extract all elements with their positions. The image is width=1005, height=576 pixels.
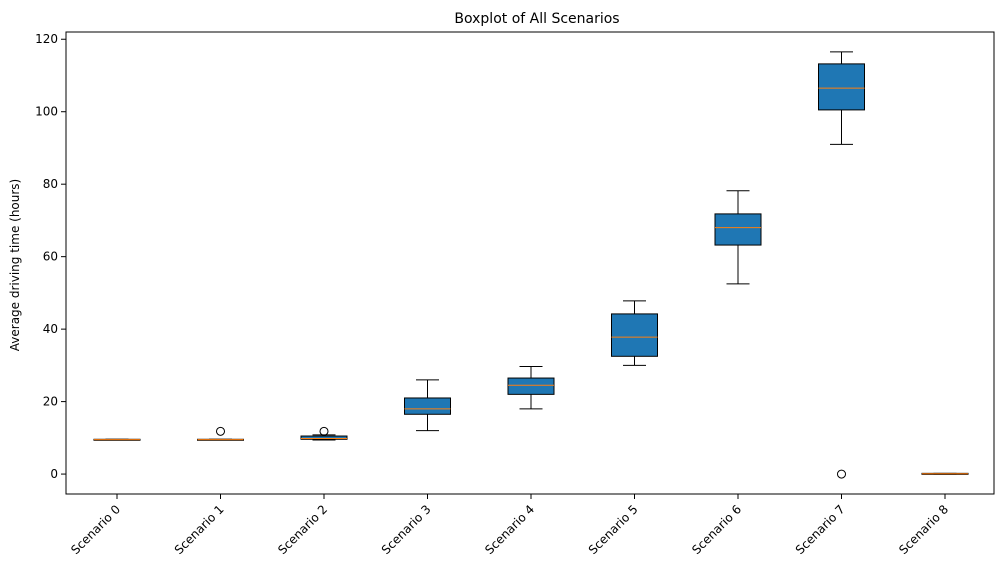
chart-title: Boxplot of All Scenarios <box>454 11 619 27</box>
box-iqr <box>611 313 658 357</box>
x-tick-label: Scenario 0 <box>68 502 123 557</box>
y-tick-label: 60 <box>43 250 58 264</box>
x-tick-label: Scenario 2 <box>275 502 330 557</box>
y-tick-label: 20 <box>43 395 58 409</box>
y-tick-label: 120 <box>35 32 58 46</box>
y-tick-label: 40 <box>43 322 58 336</box>
plot-frame <box>65 31 995 495</box>
x-tick-label: Scenario 3 <box>379 502 434 557</box>
x-tick-label: Scenario 6 <box>689 502 744 557</box>
y-tick-label: 0 <box>50 467 58 481</box>
x-tick-label: Scenario 8 <box>896 502 951 557</box>
y-tick-label: 80 <box>43 177 58 191</box>
box-iqr <box>300 435 348 440</box>
y-tick-label: 100 <box>35 105 58 119</box>
box-iqr <box>714 213 762 246</box>
x-tick-label: Scenario 7 <box>793 502 848 557</box>
plot-marks: 0 20 40 60 80 100 120 Scenario 0 Scenario 1 Scena… <box>35 32 969 557</box>
box-iqr <box>507 377 555 395</box>
box-iqr <box>818 63 865 111</box>
outlier-point <box>216 426 225 436</box>
x-tick-label: Scenario 4 <box>482 502 537 557</box>
outlier-point <box>837 469 846 479</box>
x-tick-label: Scenario 5 <box>586 502 641 557</box>
y-axis-label: Average driving time (hours) <box>8 179 22 351</box>
x-tick-label: Scenario 1 <box>172 502 227 557</box>
box-iqr <box>404 397 451 415</box>
outlier-point <box>319 426 329 436</box>
